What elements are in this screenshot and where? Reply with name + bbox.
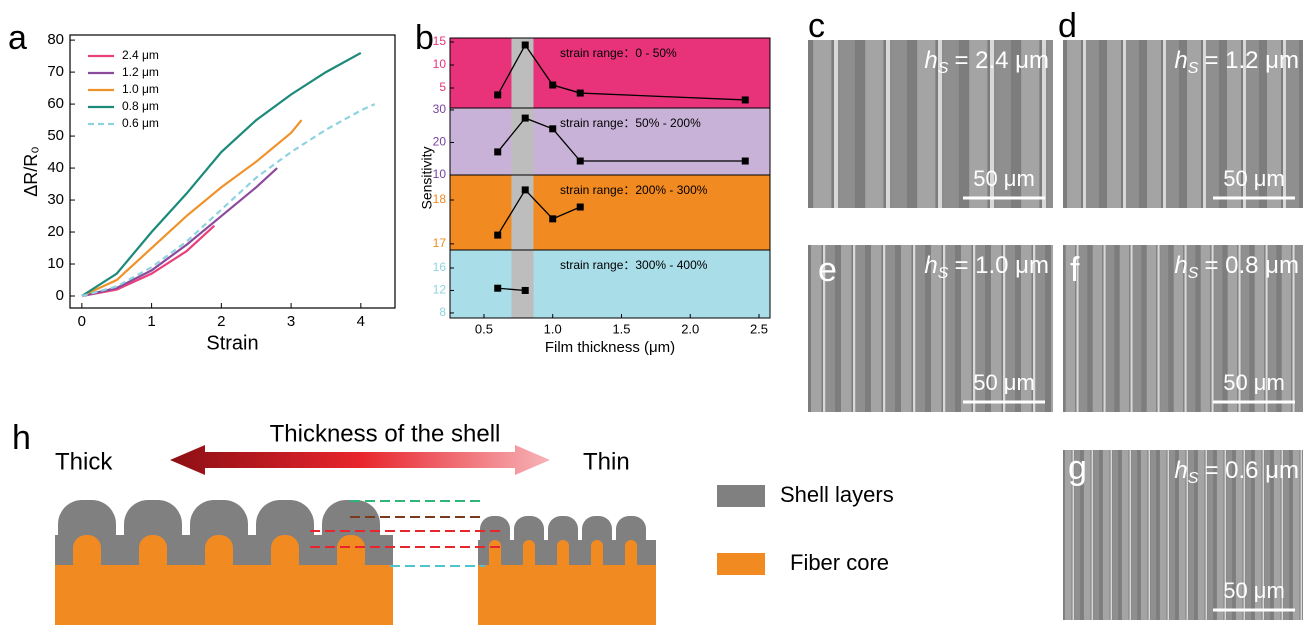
data-point [577,204,584,211]
data-point [494,285,501,292]
annotation: strain range：200% - 300% [560,183,708,197]
legend-label: 0.6 μm [122,116,159,130]
x-axis-label: Strain [206,332,258,354]
diagram-drawing [55,445,765,625]
data-point [742,96,749,103]
x-tick-label: 0 [78,313,86,330]
y-tick-label: 50 [47,127,64,144]
arrow [170,445,550,475]
symbol: h [1174,47,1187,74]
subscript: S [1188,265,1199,282]
y-tick-label: 40 [47,159,64,176]
y-tick-label: 5 [439,80,446,94]
x-tick-label: 1 [147,313,155,330]
y-tick-label: 70 [47,63,64,80]
x-tick-label: 0.5 [475,321,493,336]
scale-bar-label: 50 μm [1223,578,1285,603]
fiber-core [55,535,656,625]
arrow-label: Thickness of the shell [270,420,501,447]
subscript: S [938,265,949,282]
panel-label: h [12,419,31,457]
subscript: S [1188,470,1199,487]
thickness-value: = 0.8 μm [1204,252,1299,279]
x-tick-label: 1.5 [612,321,630,336]
y-tick-label: 12 [433,283,447,297]
panel-label: c [808,7,825,45]
x-tick-label: 2 [217,313,225,330]
thickness-value: = 1.0 μm [954,252,1049,279]
data-point [494,148,501,155]
y-tick-label: 30 [47,191,64,208]
data-point [549,82,556,89]
y-tick-label: 30 [433,102,447,116]
panel-label: a [8,19,27,57]
x-axis-label: Film thickness (μm) [545,339,675,356]
panel-label: g [1068,449,1087,487]
scale-bar-label: 50 μm [973,166,1035,191]
scale-bar-label: 50 μm [1223,370,1285,395]
thickness-value: = 1.2 μm [1204,47,1299,74]
data-point [577,90,584,97]
y-tick-label: 17 [433,236,447,250]
symbol: h [1174,252,1187,279]
plot-frame [70,35,395,308]
annotation: strain range：50% - 200% [560,116,701,130]
y-axis-label: ΔR/R₀ [21,146,41,197]
highlight-band [511,38,533,318]
y-tick-label: 20 [47,223,64,240]
x-tick-label: 2.5 [750,321,768,336]
subscript: S [938,60,949,77]
data-line [82,120,302,296]
data-point [494,91,501,98]
y-tick-label: 10 [433,57,447,71]
data-point [577,158,584,165]
y-tick-label: 10 [47,255,64,272]
x-tick-label: 3 [287,313,295,330]
panel-label: d [1058,7,1077,45]
legend-swatch [717,485,765,507]
symbol: h [924,47,937,74]
legend-label: 0.8 μm [122,99,159,113]
thickness-value: = 2.4 μm [954,47,1049,74]
figure: h Thickness of the shell Thick Thin Shel… [0,0,1303,625]
legend-label: 2.4 μm [122,48,159,62]
legend-label: 1.2 μm [122,65,159,79]
data-line [82,104,375,296]
y-tick-label: 0 [56,287,64,304]
data-point [549,125,556,132]
panel-label: f [1070,251,1080,289]
y-axis-label: Sensitivity [419,146,435,209]
y-tick-label: 60 [47,95,64,112]
symbol: h [1174,457,1187,484]
thickness-value: = 0.6 μm [1204,457,1299,484]
y-tick-label: 16 [433,260,447,274]
scale-bar-label: 50 μm [1223,166,1285,191]
thick-label: Thick [55,448,113,475]
data-point [494,232,501,239]
legend-label: Fiber core [790,550,889,575]
data-point [522,41,529,48]
data-point [522,186,529,193]
data-point [522,115,529,122]
x-tick-label: 2.0 [681,321,699,336]
data-point [522,287,529,294]
y-tick-label: 15 [433,34,447,48]
y-tick-label: 80 [47,31,64,48]
y-tick-label: 8 [439,305,446,319]
data-point [549,215,556,222]
annotation: strain range：300% - 400% [560,258,708,272]
panel-label: b [415,19,434,57]
legend-label: 1.0 μm [122,82,159,96]
annotation: strain range：0 - 50% [560,46,677,60]
scale-bar-label: 50 μm [973,370,1035,395]
symbol: h [924,252,937,279]
panel-label: e [818,251,837,289]
subscript: S [1188,60,1199,77]
legend-swatch [717,553,765,575]
x-tick-label: 1.0 [544,321,562,336]
x-tick-label: 4 [357,313,365,330]
legend-label: Shell layers [780,482,894,507]
thin-label: Thin [583,448,630,475]
data-point [742,158,749,165]
